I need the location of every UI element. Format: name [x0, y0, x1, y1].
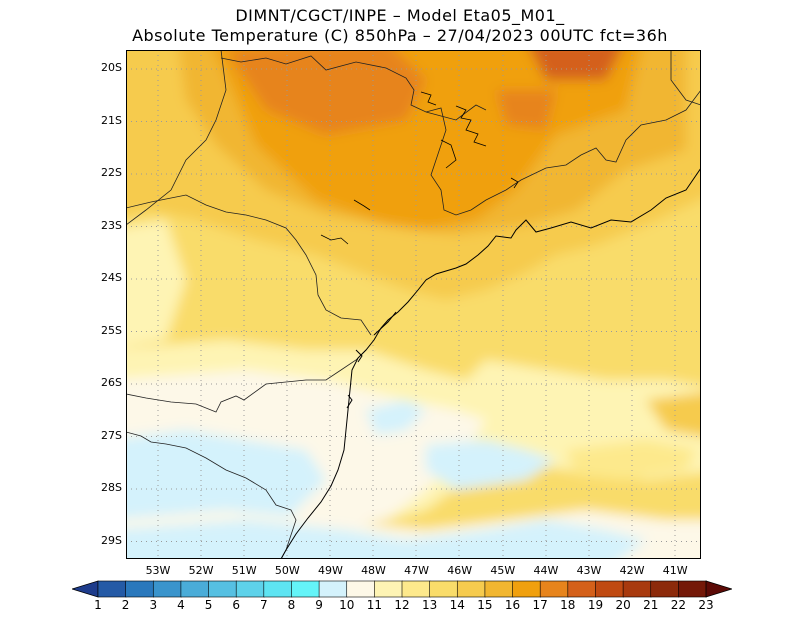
colorbar-label: 8 [287, 598, 296, 612]
colorbar-swatch [678, 580, 707, 598]
lat-label: 28S [101, 481, 122, 494]
colorbar-swatch [374, 580, 403, 598]
lon-label: 44W [533, 564, 559, 577]
colorbar-label: 13 [421, 598, 438, 612]
colorbar-high-arrow [705, 580, 732, 598]
colorbar-swatch [152, 580, 182, 598]
lon-label: 52W [188, 564, 214, 577]
reservoirs [320, 91, 519, 245]
colorbar-label: 16 [504, 598, 521, 612]
lon-label: 51W [231, 564, 257, 577]
state-borders [126, 50, 701, 559]
colorbar-swatch [291, 580, 320, 598]
lon-label: 41W [662, 564, 688, 577]
lon-label: 43W [576, 564, 602, 577]
lat-label: 29S [101, 533, 122, 547]
colorbar-swatch [512, 580, 541, 598]
colorbar [72, 580, 732, 598]
lat-label: 24S [101, 271, 122, 284]
lon-label: 47W [404, 564, 430, 577]
map-title-line-1: DIMNT/CGCT/INPE – Model Eta05_M01_ [235, 6, 565, 25]
colorbar-label: 12 [394, 598, 410, 612]
colorbar-label: 23 [698, 598, 714, 612]
temperature-map [126, 50, 701, 559]
lat-label: 22S [101, 166, 122, 179]
colorbar-swatch [318, 580, 348, 598]
colorbar-label: 6 [232, 598, 240, 612]
colorbar-label: 2 [121, 598, 130, 612]
colorbar-label: 21 [643, 598, 659, 612]
colorbar-label: 14 [449, 598, 465, 612]
colorbar-label: 11 [366, 598, 382, 612]
colorbar-swatch [539, 580, 569, 598]
lat-label: 20S [101, 61, 122, 74]
lon-label: 53W [145, 564, 171, 577]
colorbar-label: 7 [259, 598, 268, 612]
colorbar-swatch [97, 580, 127, 598]
colorbar-label: 19 [587, 598, 604, 612]
colorbar-swatch [622, 580, 652, 598]
colorbar-swatch [456, 580, 486, 598]
lon-label: 49W [317, 564, 343, 577]
map-title-line-2: Absolute Temperature (C) 850hPa – 27/04/… [132, 26, 668, 45]
temperature-field [126, 50, 701, 559]
colorbar-swatch [567, 580, 597, 598]
lat-label: 21S [101, 113, 122, 127]
lat-label: 23S [101, 218, 122, 232]
colorbar-swatch [595, 580, 624, 598]
colorbar-label: 10 [339, 598, 355, 612]
lon-label: 42W [619, 564, 645, 577]
colorbar-swatch [208, 580, 237, 598]
colorbar-low-arrow [72, 580, 99, 598]
lat-label: 25S [101, 323, 122, 337]
colorbar-label: 22 [670, 598, 686, 612]
colorbar-swatch [235, 580, 265, 598]
colorbar-swatch [346, 580, 376, 598]
lon-label: 50W [274, 564, 300, 577]
lat-label: 26S [101, 376, 122, 389]
colorbar-swatch [180, 580, 210, 598]
colorbar-swatch [650, 580, 680, 598]
colorbar-swatch [429, 580, 459, 598]
coastline [280, 167, 701, 559]
lon-label: 46W [447, 564, 473, 577]
lon-label: 45W [490, 564, 516, 577]
colorbar-swatch [263, 580, 293, 598]
map-gridlines [126, 50, 701, 559]
colorbar-label: 1 [94, 598, 102, 612]
colorbar-label: 3 [149, 598, 158, 612]
colorbar-swatch [484, 580, 514, 598]
lat-label: 27S [101, 428, 122, 442]
colorbar-label: 15 [477, 598, 493, 612]
colorbar-label: 20 [615, 598, 631, 612]
colorbar-swatch [125, 580, 155, 598]
colorbar-label: 17 [532, 598, 548, 612]
colorbar-label: 4 [177, 598, 185, 612]
colorbar-swatch [401, 580, 431, 598]
colorbar-label: 9 [315, 598, 323, 612]
lon-label: 48W [361, 564, 386, 577]
colorbar-label: 18 [560, 598, 576, 612]
colorbar-label: 5 [204, 598, 213, 612]
